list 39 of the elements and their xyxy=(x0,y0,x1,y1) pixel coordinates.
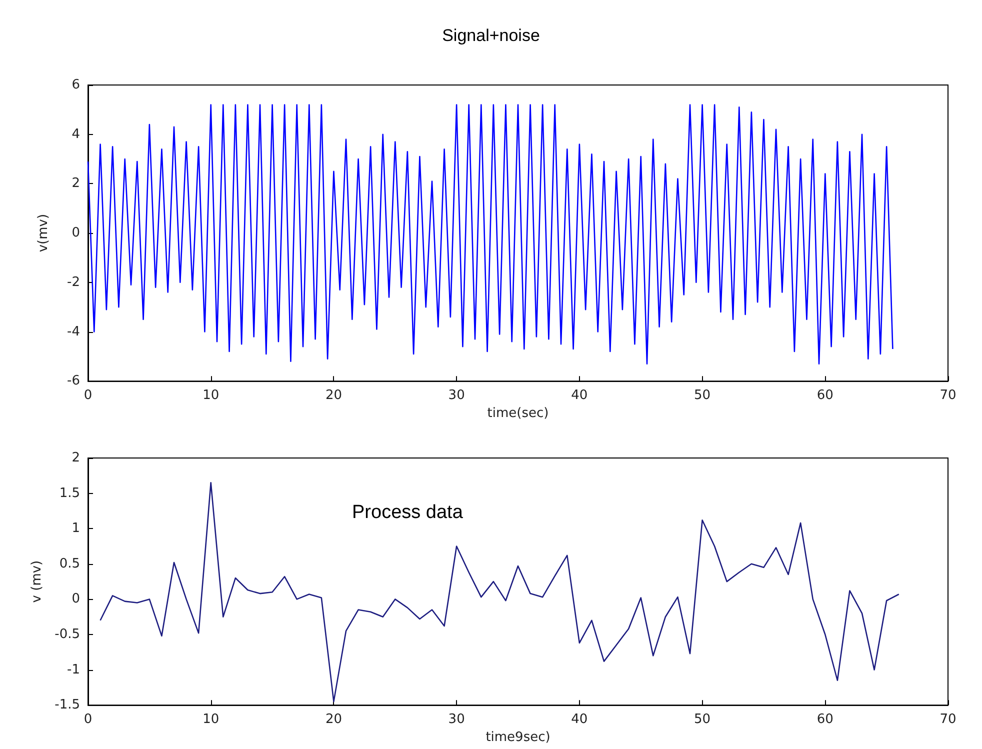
x-tick-label: 50 xyxy=(694,712,711,728)
y-tick-label: 6 xyxy=(72,78,80,92)
y-tick-label: -1 xyxy=(67,662,80,678)
x-tick-label: 10 xyxy=(202,388,220,404)
y-tick-label: 0.5 xyxy=(59,556,80,572)
x-tick-label: 20 xyxy=(325,388,342,404)
y-axis-title: v (mv) xyxy=(30,560,45,603)
y-tick-label: -1.5 xyxy=(54,698,80,713)
x-tick-label: 70 xyxy=(940,388,956,404)
line-series xyxy=(100,482,900,702)
x-tick-label: 40 xyxy=(571,388,588,404)
x-tick-label: 40 xyxy=(571,712,588,728)
y-tick-label: 2 xyxy=(72,176,80,192)
x-tick-label: 0 xyxy=(84,388,92,404)
y-tick-label: 1.5 xyxy=(59,486,80,501)
x-tick-label: 30 xyxy=(448,712,465,728)
y-tick-label: 2 xyxy=(72,450,80,466)
annotation: Process data xyxy=(352,502,464,523)
line-series xyxy=(87,104,894,364)
y-tick-label: 4 xyxy=(72,126,80,142)
x-tick-label: 50 xyxy=(694,388,711,404)
y-tick-label: -0.5 xyxy=(54,627,80,642)
y-tick-label: 0 xyxy=(72,592,80,607)
x-tick-label: 30 xyxy=(448,388,465,404)
y-tick-label: -2 xyxy=(67,274,80,290)
y-axis-title: v(mv) xyxy=(36,214,51,252)
x-tick-label: 60 xyxy=(816,712,834,728)
y-tick-label: -4 xyxy=(67,324,80,340)
x-axis-title: time9sec) xyxy=(486,730,550,745)
chart-title: Signal+noise xyxy=(442,26,540,45)
y-tick-label: 1 xyxy=(72,521,80,536)
x-tick-label: 10 xyxy=(202,712,220,728)
x-tick-label: 60 xyxy=(816,388,834,404)
y-tick-label: 0 xyxy=(72,226,80,241)
x-tick-label: 20 xyxy=(325,712,342,728)
x-tick-label: 0 xyxy=(84,712,92,728)
y-tick-label: -6 xyxy=(67,374,80,389)
x-axis-title: time(sec) xyxy=(487,406,549,421)
x-tick-label: 70 xyxy=(940,712,956,728)
